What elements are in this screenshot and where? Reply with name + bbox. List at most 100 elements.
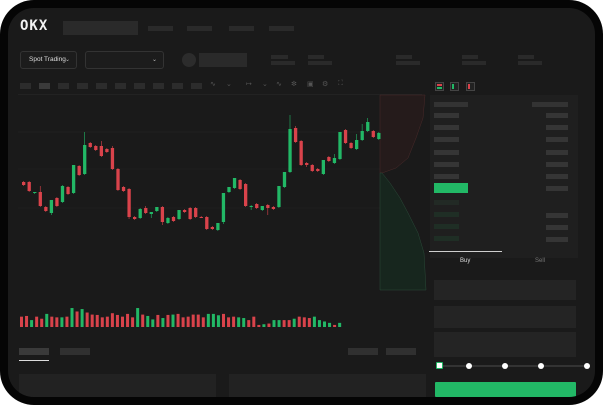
orderbook-bids-icon[interactable] [450,82,459,91]
timeframe-button[interactable] [191,83,202,89]
volume-bar [141,314,145,327]
pair-selector[interactable]: ⌄ [85,51,164,69]
search-box[interactable] [63,21,138,35]
chevron-down-icon[interactable]: ⌄ [262,81,268,88]
candle [355,134,359,150]
candle [127,188,131,219]
slider-mark[interactable] [502,362,508,369]
tab-order-history[interactable] [60,348,90,355]
nav-item[interactable] [229,26,254,31]
candlestick-chart[interactable] [8,8,595,397]
candle [316,168,320,172]
slider-handle[interactable] [436,362,443,369]
candle-body [255,204,259,208]
candle [266,204,270,215]
candle [60,185,65,203]
buy-button[interactable] [435,382,576,397]
price-input[interactable] [434,280,576,300]
slider-mark[interactable] [584,362,590,369]
timeframe-button[interactable] [77,83,88,89]
volume-bar [30,320,34,327]
candle-body [288,129,292,172]
settings-icon[interactable]: ⚙ [322,81,329,88]
volume-bar [40,318,44,327]
candle-body [94,146,98,150]
orders-panel [19,374,216,397]
volume-bar [65,316,69,327]
camera-icon[interactable]: ▣ [307,81,314,88]
volume-bar [85,312,89,327]
candle-body [144,208,148,213]
nav-item[interactable] [269,26,294,31]
wave-icon[interactable]: ∿ [276,81,282,88]
candle-body [77,166,81,175]
ask-price [434,174,459,179]
slider-mark[interactable] [466,362,472,369]
orderbook-asks-icon[interactable] [466,82,475,91]
tab-sell[interactable]: Sell [535,258,546,264]
active-tab-underline [19,360,49,361]
timeframe-button[interactable] [20,83,31,89]
filter-button[interactable] [386,348,416,355]
candle-body [188,208,192,219]
candle [121,186,126,192]
candle-body [343,130,348,143]
candle [144,206,148,214]
market-selector[interactable]: Spot Trading ⌄ [20,51,77,69]
timeframe-button[interactable] [39,83,50,89]
indicator-icon[interactable]: ∿ [210,81,216,88]
candle [305,162,309,167]
bid-amount [546,225,568,230]
draw-icon[interactable]: ↦ [246,81,252,88]
chevron-down-icon: ⌄ [151,57,157,63]
total-input[interactable] [434,332,576,357]
amount-input[interactable] [434,306,576,328]
ask-price [434,113,459,118]
candle [371,130,375,138]
orderbook-both-icon[interactable] [435,82,444,91]
stat-label [518,55,534,59]
tab-buy[interactable]: Buy [460,258,471,264]
ask-price [434,162,459,167]
timeframe-button[interactable] [153,83,164,89]
okx-logo[interactable]: OKX [20,18,49,34]
timeframe-button[interactable] [115,83,126,89]
chevron-down-icon[interactable]: ⌄ [226,81,232,88]
candle [166,217,170,224]
candle-body [221,193,226,222]
candle-body [321,160,325,174]
candle [38,186,42,207]
amount-slider[interactable] [436,362,590,369]
volume-bar [201,317,205,327]
tab-open-orders[interactable] [19,348,49,355]
candle [327,156,331,162]
timeframe-button[interactable] [96,83,107,89]
candle-body [332,158,337,163]
volume-bar [317,320,321,327]
candle-body [149,212,153,214]
candle-body [282,172,287,187]
nav-item[interactable] [187,26,212,31]
candle [221,193,226,224]
slider-mark[interactable] [538,362,544,369]
bid-price [434,224,459,229]
timeframe-button[interactable] [58,83,69,89]
ruler-icon[interactable]: ✼ [291,81,297,88]
candle [160,206,165,225]
volume-bar [287,320,291,327]
timeframe-button[interactable] [172,83,183,89]
filter-button[interactable] [348,348,378,355]
assets-panel [229,374,426,397]
candle [171,216,176,222]
fullscreen-icon[interactable]: ⛶ [338,80,343,87]
stat-label [396,55,412,59]
candle-body [205,217,209,229]
volume-bar [277,320,281,327]
nav-item[interactable] [148,26,173,31]
bid-amount [546,213,568,218]
candle [155,207,159,212]
candle-body [260,206,264,210]
volume-bar [80,309,84,327]
volume-bar [100,317,104,327]
timeframe-button[interactable] [134,83,145,89]
